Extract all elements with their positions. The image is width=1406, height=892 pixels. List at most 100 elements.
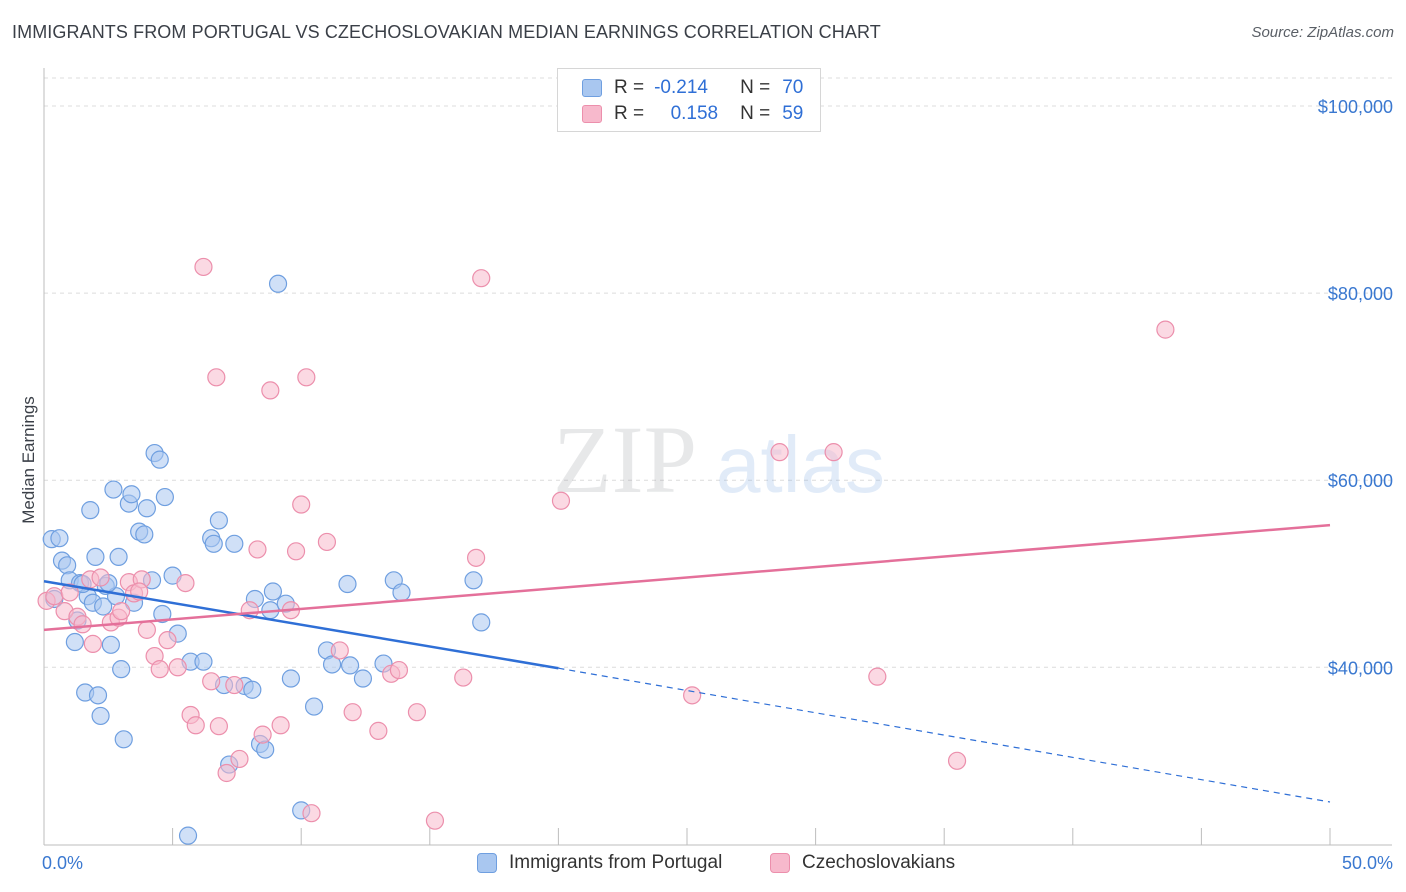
- data-point: [256, 740, 275, 759]
- data-point: [150, 450, 169, 469]
- data-point: [158, 631, 177, 650]
- bottom-legend-label: Immigrants from Portugal: [509, 852, 723, 873]
- data-point: [155, 487, 174, 507]
- data-point: [407, 703, 427, 722]
- bottom-legend-label: Czechoslovakians: [802, 852, 956, 873]
- data-point: [112, 602, 131, 621]
- data-point: [392, 583, 411, 602]
- data-point: [45, 587, 64, 606]
- data-point: [472, 269, 491, 288]
- watermark: ZIP atlas: [553, 406, 885, 513]
- data-point: [425, 811, 445, 830]
- data-point: [454, 668, 473, 687]
- data-point: [230, 749, 249, 769]
- trend-lines: [43, 523, 1331, 803]
- data-point: [683, 686, 702, 705]
- data-point: [253, 725, 272, 744]
- data-point: [317, 532, 337, 552]
- data-point: [168, 658, 187, 677]
- data-point: [286, 542, 306, 561]
- chart-title: IMMIGRANTS FROM PORTUGAL VS CZECHOSLOVAK…: [12, 22, 881, 42]
- legend-n-label: N =: [740, 77, 771, 98]
- data-point: [209, 717, 228, 736]
- data-point: [292, 495, 311, 514]
- y-axis-label: Median Earnings: [19, 396, 38, 524]
- data-point: [261, 381, 280, 400]
- correlation-legend: R = -0.214 N = 70 R = 0.158 N = 59: [557, 68, 821, 132]
- data-point: [73, 615, 92, 634]
- watermark-zip: ZIP: [553, 406, 697, 513]
- data-point: [104, 480, 123, 499]
- data-point: [204, 534, 223, 553]
- data-point: [297, 368, 316, 387]
- watermark-atlas: atlas: [716, 420, 885, 509]
- data-point: [202, 672, 221, 691]
- data-point: [466, 548, 486, 567]
- data-point: [112, 660, 131, 679]
- data-point: [81, 501, 100, 520]
- legend-swatch-czechoslovakians: [582, 105, 602, 123]
- data-point: [153, 604, 172, 624]
- bottom-legend-portugal: Immigrants from Portugal: [477, 852, 722, 874]
- trend-line-portugal-extension: [558, 667, 1331, 803]
- data-point: [225, 675, 244, 695]
- data-points: [37, 257, 1175, 845]
- data-point: [65, 632, 84, 652]
- data-point: [343, 703, 362, 722]
- bottom-legend-czechoslovakians: Czechoslovakians: [770, 852, 955, 874]
- source-label: Source: ZipAtlas.com: [1251, 24, 1394, 41]
- data-point: [194, 257, 213, 277]
- data-point: [263, 582, 283, 601]
- data-point: [114, 730, 133, 749]
- data-point: [178, 826, 198, 845]
- data-point: [186, 716, 205, 735]
- data-point: [353, 669, 373, 688]
- data-point: [464, 571, 483, 590]
- legend-r-label: R =: [614, 77, 645, 98]
- data-point: [304, 697, 324, 716]
- trend-line-portugal: [43, 579, 559, 670]
- axes: [43, 68, 1392, 846]
- bottom-legend-swatch-portugal: [477, 853, 497, 873]
- data-point: [770, 443, 789, 462]
- data-point: [330, 641, 349, 660]
- legend-n-value: 70: [782, 77, 804, 98]
- data-point: [135, 525, 154, 544]
- x-tick-labels: 0.0% 50.0%: [42, 853, 1393, 873]
- trend-line-czechoslovakians: [43, 523, 1331, 632]
- data-point: [1156, 320, 1175, 339]
- data-point: [217, 763, 236, 783]
- legend-row-czechoslovakians: R = 0.158 N = 59: [582, 102, 803, 126]
- y-tick-label: $100,000: [1318, 97, 1393, 117]
- legend-n-value: 59: [782, 103, 804, 124]
- data-point: [94, 597, 113, 616]
- y-tick-label: $60,000: [1328, 471, 1393, 491]
- data-point: [137, 499, 156, 518]
- y-tick-label: $80,000: [1328, 284, 1393, 304]
- data-point: [389, 660, 409, 680]
- data-point: [243, 680, 262, 699]
- data-point: [322, 655, 342, 674]
- data-point: [58, 556, 77, 575]
- data-point: [340, 656, 360, 675]
- data-point: [369, 721, 388, 740]
- x-tick-label: 0.0%: [42, 853, 83, 873]
- data-point: [137, 620, 156, 639]
- legend-r-value: 0.158: [670, 103, 719, 124]
- data-point: [209, 511, 228, 530]
- legend-r-label: R =: [614, 103, 645, 124]
- data-point: [338, 574, 357, 594]
- data-point: [91, 568, 110, 587]
- data-point: [194, 652, 213, 671]
- data-point: [83, 634, 102, 653]
- data-point: [86, 547, 105, 567]
- legend-n-label: N =: [740, 103, 771, 124]
- data-point: [225, 534, 244, 553]
- bottom-legend-swatch-czechoslovakians: [770, 853, 790, 873]
- data-point: [868, 667, 887, 686]
- data-point: [947, 751, 967, 770]
- data-point: [91, 706, 110, 726]
- data-point: [150, 660, 169, 679]
- gridlines: [44, 77, 1392, 668]
- data-point: [472, 613, 491, 632]
